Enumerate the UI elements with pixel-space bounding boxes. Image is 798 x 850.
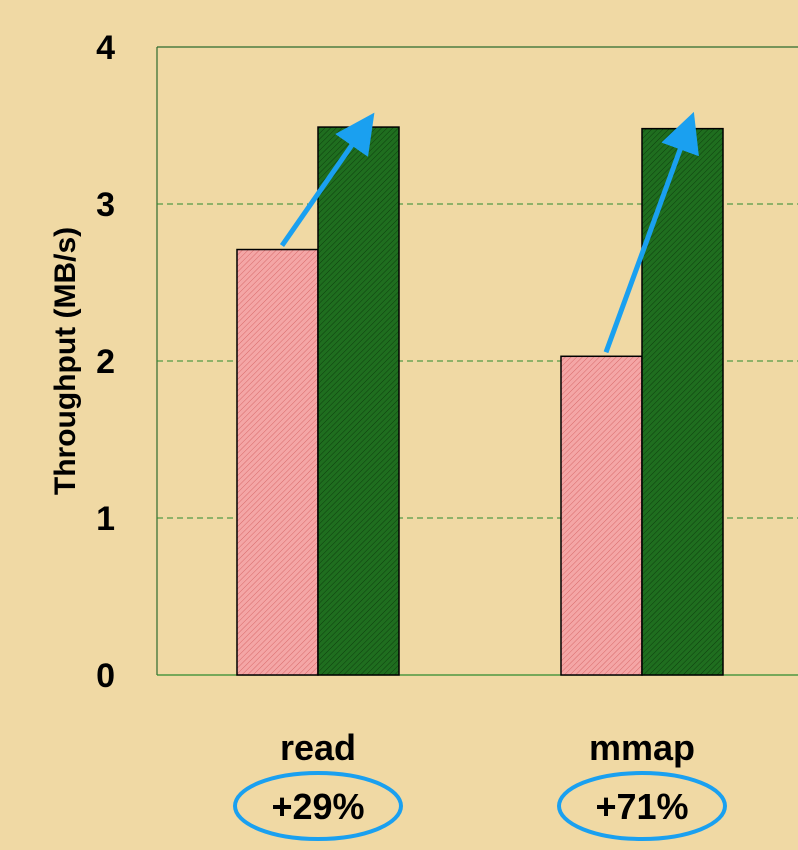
annotation-ellipse-read [233,771,403,841]
y-tick-label-0: 0 [96,657,115,695]
bar-read-series-1 [236,248,319,676]
y-tick-label-2: 2 [96,343,115,381]
bar-read-series-2 [317,126,400,676]
y-tick-label-3: 3 [96,186,115,224]
bar-mmap-series-1 [560,355,643,676]
y-tick-label-1: 1 [96,500,115,538]
improvement-arrow-mmap [603,111,699,354]
improvement-arrow-read [279,112,375,247]
text-layer: 0 1 2 3 4 Throughput (MB/s) read +29% mmap +71% [49,29,695,827]
bar-mmap-series-2 [641,127,724,676]
annotation-ellipse-mmap [557,771,727,841]
annotation-label-read: +29% [271,786,364,827]
arrows-layer [233,111,727,841]
annotation-label-mmap: +71% [595,786,688,827]
y-tick-label-4: 4 [96,29,115,67]
y-axis-label: Throughput (MB/s) [49,227,82,495]
x-category-label-mmap: mmap [589,727,695,768]
x-category-label-read: read [280,727,356,768]
